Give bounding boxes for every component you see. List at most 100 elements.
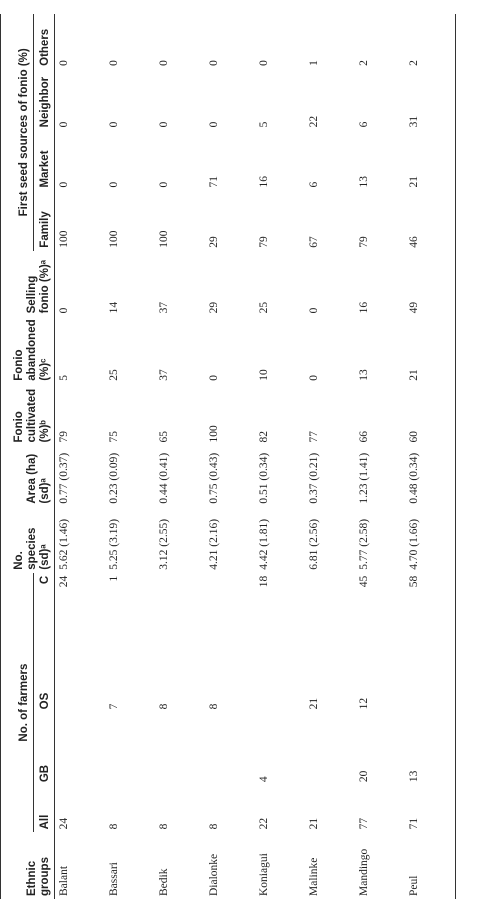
column-header: Neighbor — [33, 68, 55, 131]
cell: 0.77 (0.37) — [58, 452, 70, 504]
cell: 5 — [258, 121, 270, 128]
cell: 7 — [108, 703, 120, 710]
cell: 1 — [308, 60, 320, 66]
table-row: Bassari 8 7 1 5.25 (3.19) 0.23 (0.09) 75 25 14 10… — [105, 14, 155, 899]
cell: 24 — [58, 575, 70, 588]
cell: 65 — [158, 430, 170, 443]
cell: 0 — [108, 60, 120, 66]
cell: 29 — [208, 236, 220, 248]
cell: 12 — [358, 697, 370, 710]
table-row: Peul 71 13 58 4.70 (1.66) 0.48 (0.34) 60 21 49 46… — [405, 14, 456, 899]
cell: 13 — [405, 712, 456, 786]
cell: 0 — [108, 121, 120, 128]
cell: 100 — [158, 230, 170, 248]
cell: 37 — [158, 301, 170, 314]
column-header: Area (ha) (sd)ᵃ — [0, 445, 55, 507]
group-header: First seed sources of fonio (%) — [0, 14, 34, 251]
cell: 4.21 (2.16) — [208, 518, 220, 570]
column-header: GB — [33, 712, 55, 786]
empty-cell — [105, 712, 155, 785]
cell: 1 — [108, 575, 120, 582]
cell: 2 — [405, 14, 456, 69]
cell: 21 — [405, 316, 456, 384]
cell: 37 — [158, 369, 170, 381]
empty-cell — [55, 643, 106, 712]
cell: 21 — [405, 130, 456, 191]
cell: 18 — [258, 575, 270, 588]
cell: 75 — [108, 430, 120, 443]
cell: 21 — [308, 817, 320, 830]
empty-cell — [305, 712, 355, 785]
cell: 6.81 (2.56) — [308, 518, 320, 570]
cell: 5 — [58, 374, 70, 381]
cell: 22 — [308, 115, 320, 128]
cell: 79 — [58, 430, 70, 443]
cell: 13 — [358, 369, 370, 381]
cell: 8 — [158, 823, 170, 830]
row-label: Peul — [405, 832, 456, 899]
cell: 0.75 (0.43) — [208, 452, 220, 504]
cell: 24 — [58, 817, 70, 830]
cell: 1.23 (1.41) — [358, 452, 370, 504]
cell: 8 — [208, 823, 220, 830]
table: Ethnic groups No. of farmers No. species (… — [0, 14, 456, 899]
cell: 0 — [208, 121, 220, 128]
group-header: No. of farmers — [0, 572, 34, 833]
row-label: Bassari — [108, 862, 120, 896]
cell: 0 — [58, 181, 70, 188]
cell: 0 — [258, 60, 270, 66]
cell: 0 — [58, 307, 70, 314]
cell: 46 — [405, 190, 456, 251]
cell: 22 — [258, 817, 270, 830]
cell: 4.70 (1.66) — [405, 506, 456, 573]
column-header: All — [33, 785, 55, 833]
empty-cell — [205, 712, 255, 785]
cell: 13 — [358, 176, 370, 188]
cell: 0 — [208, 374, 220, 381]
cell: 14 — [108, 301, 120, 314]
column-header: No. species (sd)ᵃ — [0, 506, 55, 573]
cell: 20 — [358, 770, 370, 783]
cell: 49 — [405, 250, 456, 317]
empty-cell — [405, 643, 456, 713]
cell: 8 — [158, 703, 170, 710]
cell: 16 — [358, 301, 370, 314]
cell: 29 — [208, 301, 220, 314]
column-header: Fonio cultivated (%)ᵇ — [0, 383, 55, 446]
table-row: Mandingo 77 20 12 45 5.77 (2.58) 1.23 (1.41) 66… — [355, 14, 405, 899]
cell: 0 — [108, 181, 120, 188]
cell: 60 — [405, 383, 456, 446]
cell: 82 — [258, 430, 270, 443]
row-label: Mandingo — [358, 848, 370, 896]
cell: 31 — [405, 68, 456, 131]
row-label: Dialonke — [208, 853, 220, 896]
table-row: Bedik 8 8 3.12 (2.55) 0.44 (0.41) 65 37 37 100 0 0… — [155, 14, 205, 899]
column-header: Family — [33, 190, 55, 251]
cell: 58 — [405, 572, 456, 644]
cell: 79 — [258, 236, 270, 248]
row-label: Malinke — [308, 857, 320, 896]
empty-cell — [55, 712, 106, 785]
cell: 16 — [258, 176, 270, 188]
cell: 77 — [308, 430, 320, 443]
cell: 0 — [158, 181, 170, 188]
cell: 0.48 (0.34) — [405, 445, 456, 507]
empty-cell — [205, 573, 255, 643]
empty-cell — [155, 573, 205, 643]
cell: 0 — [58, 60, 70, 66]
cell: 8 — [208, 703, 220, 710]
cell: 0 — [308, 307, 320, 314]
cell: 100 — [208, 425, 220, 443]
cell: 0.37 (0.21) — [308, 452, 320, 504]
cell: 67 — [308, 236, 320, 248]
cell: 10 — [258, 369, 270, 381]
cell: 0.23 (0.09) — [108, 452, 120, 504]
table-row: Balant 24 24 5.62 (1.46) 0.77 (0.37) 79 5 0 100 0… — [55, 14, 106, 899]
column-header: C — [33, 572, 55, 644]
row-label: Bedik — [158, 868, 170, 896]
cell: 79 — [358, 236, 370, 248]
column-header: Market — [33, 130, 55, 191]
cell: 25 — [258, 301, 270, 314]
table-row: Dialonke 8 8 4.21 (2.16) 0.75 (0.43) 100 0 29 29… — [205, 14, 255, 899]
